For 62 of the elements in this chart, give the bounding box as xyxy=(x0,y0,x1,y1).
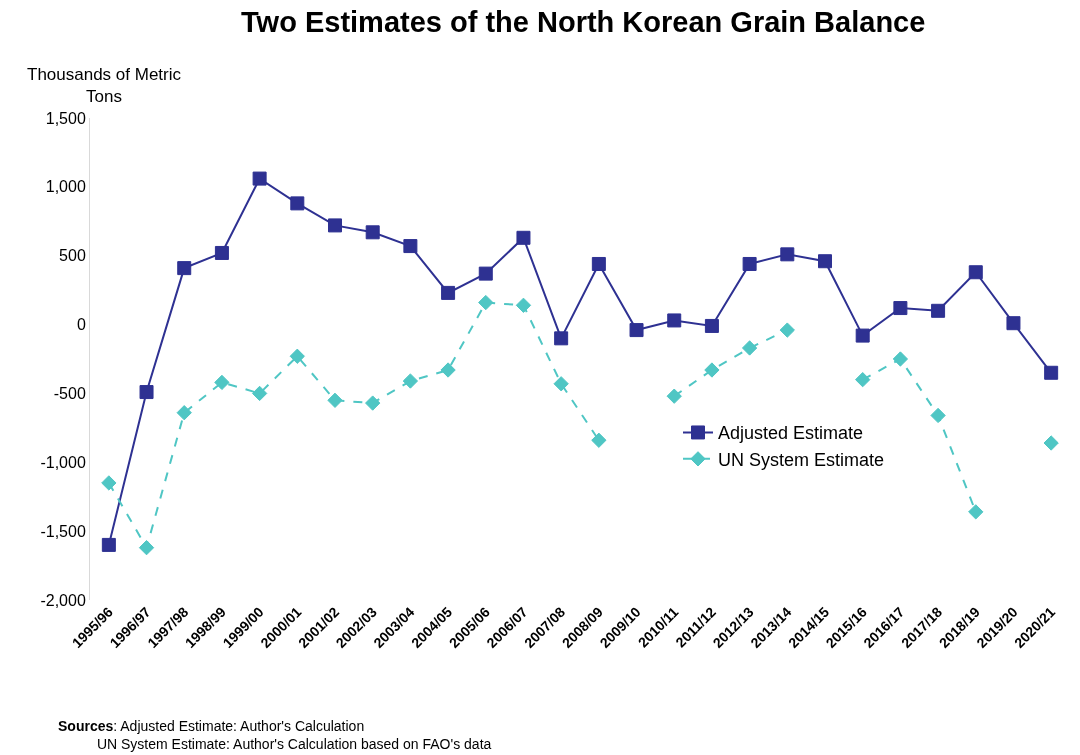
point xyxy=(892,351,909,367)
point xyxy=(591,256,606,271)
point xyxy=(138,540,155,556)
point xyxy=(328,218,342,233)
point xyxy=(478,294,494,311)
point xyxy=(290,196,305,211)
y-axis-title: Thousands of Metric Tons xyxy=(27,65,182,107)
legend-label: UN System Estimate xyxy=(718,449,885,470)
point xyxy=(1043,435,1059,451)
chart-title: Two Estimates of the North Korean Grain Balance xyxy=(241,5,926,38)
y-tick-label: -2,000 xyxy=(40,591,86,609)
point xyxy=(1044,365,1059,380)
point xyxy=(516,230,531,245)
y-tick-label: 0 xyxy=(76,316,86,334)
y-tick-label: 1,000 xyxy=(45,178,86,196)
point xyxy=(629,323,644,338)
legend-label: Adjusted Estimate xyxy=(718,423,864,444)
point xyxy=(818,254,832,269)
y-tick-label: 500 xyxy=(59,247,86,265)
y-tick-label: -500 xyxy=(53,385,86,403)
point xyxy=(252,171,267,186)
point xyxy=(365,225,380,240)
point xyxy=(101,475,117,491)
point xyxy=(930,407,946,424)
point xyxy=(176,405,192,421)
point xyxy=(478,266,493,281)
point xyxy=(779,322,795,338)
point xyxy=(968,265,983,280)
y-tick-label: -1,000 xyxy=(40,453,86,471)
y-tick-label: -1,500 xyxy=(40,522,86,540)
point xyxy=(855,328,870,343)
point xyxy=(742,256,757,271)
point xyxy=(440,362,456,378)
point xyxy=(214,245,229,260)
y-tick-label: 1,500 xyxy=(45,109,86,127)
point xyxy=(289,348,305,364)
point xyxy=(667,313,682,328)
point xyxy=(177,261,192,276)
point xyxy=(214,374,230,391)
source-note: Sources: Adjusted Estimate: Author's Calculation UN System Estimate: Author's Calculation based on FAO's data xyxy=(58,718,492,753)
point xyxy=(139,385,154,400)
point xyxy=(666,388,682,404)
point xyxy=(553,376,569,392)
point xyxy=(931,303,946,318)
point xyxy=(365,395,381,411)
point xyxy=(402,373,419,389)
point xyxy=(704,318,719,333)
point xyxy=(968,504,984,520)
point xyxy=(780,247,795,262)
point xyxy=(403,239,418,254)
point xyxy=(741,340,758,356)
point xyxy=(893,301,908,316)
point xyxy=(554,331,569,346)
point xyxy=(515,297,532,313)
point xyxy=(101,537,116,552)
point xyxy=(327,392,343,408)
point xyxy=(855,372,871,388)
point xyxy=(441,285,456,300)
point xyxy=(591,432,607,448)
point xyxy=(251,385,268,402)
point xyxy=(704,362,720,378)
point xyxy=(1006,316,1021,331)
